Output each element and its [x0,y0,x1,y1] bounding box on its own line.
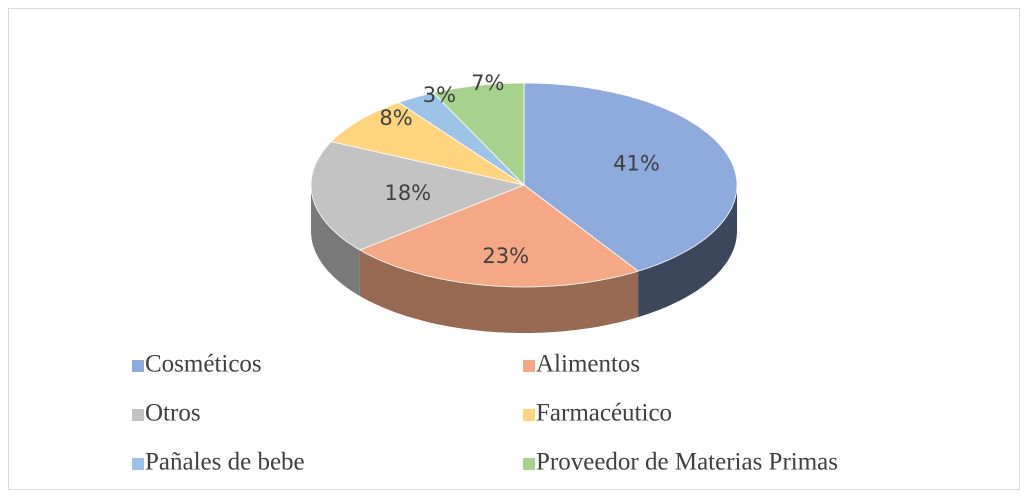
data-label: 41% [613,152,660,176]
slice [432,82,525,186]
slice [330,102,525,186]
slice-side [359,250,639,333]
legend-label: Alimentos [536,351,640,378]
slice [310,141,526,251]
legend-swatch [132,458,144,470]
slice [397,92,525,186]
slice [523,82,738,272]
slice-side [638,185,737,318]
legend-swatch [132,360,144,372]
legend-label: Farmacéutico [536,400,672,427]
data-label: 7% [471,71,504,95]
legend-label: Pañales de bebe [145,449,305,476]
slice [358,184,639,288]
data-label: 8% [379,106,412,130]
legend-label: Otros [145,400,201,427]
data-label: 23% [482,244,529,268]
data-label: 3% [423,83,456,107]
data-label: 18% [384,181,431,205]
legend-swatch [523,409,535,421]
legend-swatch [523,360,535,372]
legend-swatch [132,409,144,421]
legend-label: Proveedor de Materias Primas [536,449,838,476]
slice-side [311,185,360,296]
legend-swatch [523,458,535,470]
legend-label: Cosméticos [145,351,262,378]
